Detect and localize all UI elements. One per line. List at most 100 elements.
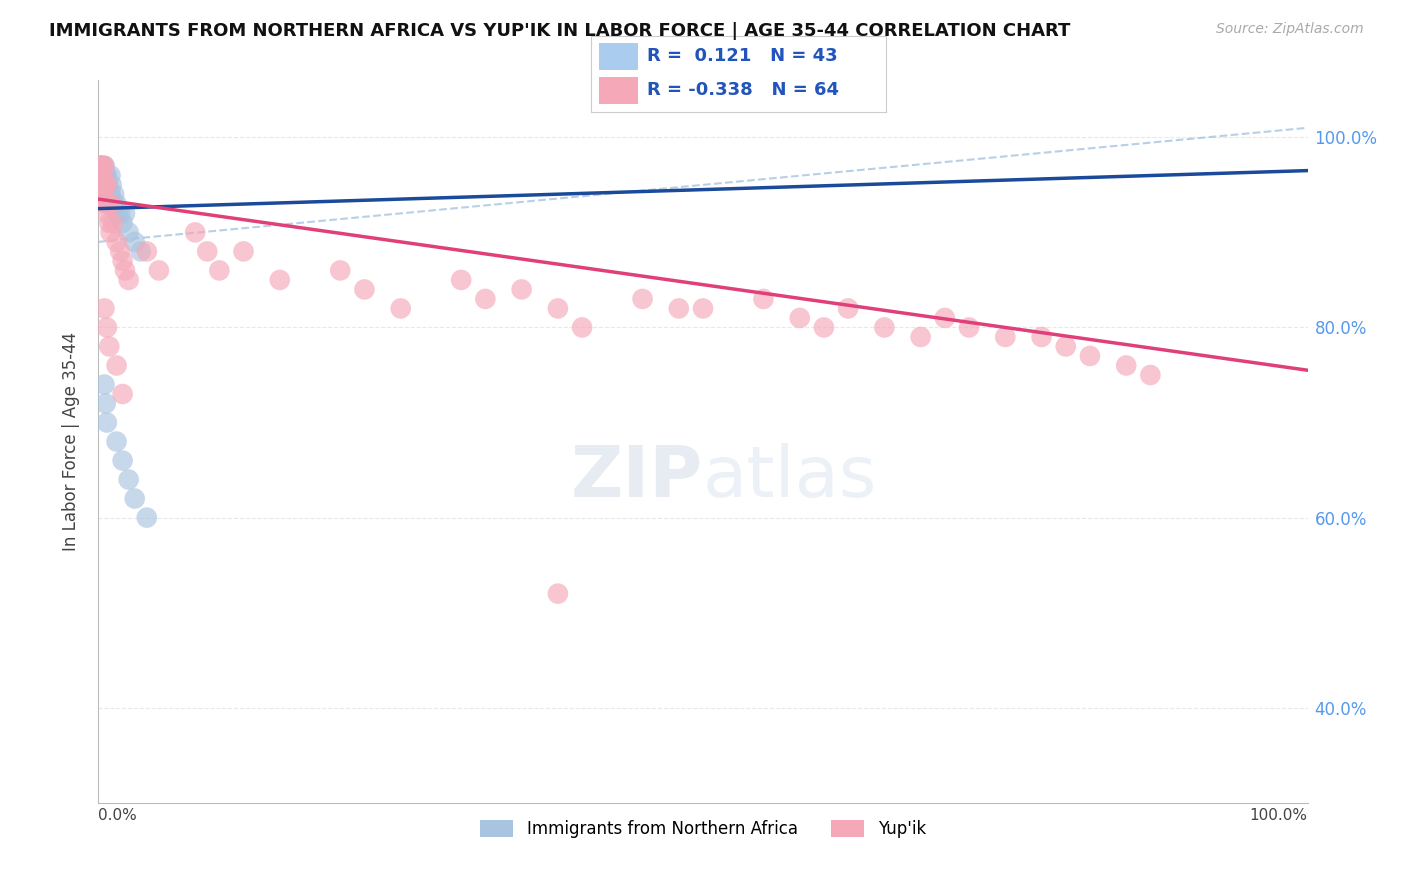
Point (94, 169, 117, 183)
Point (789, 310, 811, 325)
Point (111, 253, 134, 268)
Point (93, 178, 115, 192)
Point (114, 206, 136, 220)
Point (91, 159, 114, 173)
Point (232, 244, 254, 259)
Point (94, 197, 117, 211)
Point (1115, 359, 1137, 373)
Point (135, 510, 157, 524)
Point (93, 159, 115, 173)
Point (934, 310, 956, 325)
Point (89, 178, 111, 192)
Point (94, 178, 117, 192)
Point (91, 169, 114, 183)
Point (89, 159, 111, 173)
Point (118, 473, 141, 487)
Point (329, 263, 352, 277)
Point (98, 216, 121, 230)
Point (100, 178, 122, 192)
Point (111, 453, 134, 467)
Point (118, 226, 141, 240)
Point (269, 273, 291, 287)
Point (114, 263, 136, 277)
Point (124, 491, 146, 506)
Point (91, 187, 114, 202)
Point (547, 301, 569, 316)
Point (208, 263, 231, 277)
Point (98, 339, 121, 353)
Point (100, 226, 122, 240)
Point (547, 587, 569, 601)
Text: ZIP: ZIP (571, 443, 703, 512)
Point (105, 197, 128, 211)
Point (91, 187, 114, 202)
Point (91, 169, 114, 183)
Point (101, 197, 124, 211)
Point (994, 330, 1017, 344)
Point (474, 292, 496, 306)
Point (94, 396, 117, 410)
Point (118, 273, 141, 287)
Point (96, 416, 118, 430)
Y-axis label: In Labor Force | Age 35-44: In Labor Force | Age 35-44 (62, 332, 80, 551)
Point (90, 178, 112, 192)
Point (389, 301, 412, 316)
Point (752, 292, 775, 306)
Point (96, 206, 118, 220)
Point (90, 187, 112, 202)
Point (957, 320, 980, 334)
Point (692, 301, 714, 316)
Point (100, 187, 122, 202)
Point (1078, 349, 1101, 363)
Point (89, 178, 111, 192)
Point (98, 187, 121, 202)
Point (91, 169, 114, 183)
Text: atlas: atlas (703, 443, 877, 512)
Point (111, 387, 134, 401)
Point (89, 169, 111, 183)
Point (837, 301, 859, 316)
Point (129, 244, 152, 259)
Point (813, 320, 835, 334)
Point (91, 169, 114, 183)
Point (873, 320, 896, 334)
Point (90, 159, 112, 173)
Point (148, 263, 170, 277)
FancyBboxPatch shape (599, 43, 638, 70)
Point (1139, 368, 1161, 382)
Point (94, 187, 117, 202)
Point (107, 206, 129, 220)
Text: Source: ZipAtlas.com: Source: ZipAtlas.com (1216, 22, 1364, 37)
Point (89, 187, 111, 202)
Point (124, 235, 146, 249)
Point (450, 273, 472, 287)
Point (93, 159, 115, 173)
Point (96, 178, 118, 192)
Point (108, 206, 131, 220)
Point (105, 235, 128, 249)
Point (571, 320, 593, 334)
Point (103, 187, 125, 202)
Point (100, 169, 122, 183)
Point (111, 216, 134, 230)
Point (90, 178, 112, 192)
Point (100, 197, 122, 211)
Point (108, 244, 131, 259)
Text: R =  0.121   N = 43: R = 0.121 N = 43 (647, 47, 837, 65)
Point (91, 178, 114, 192)
Point (105, 434, 128, 449)
Point (184, 226, 207, 240)
Point (91, 187, 114, 202)
Text: 100.0%: 100.0% (1250, 807, 1308, 822)
Text: IMMIGRANTS FROM NORTHERN AFRICA VS YUP'IK IN LABOR FORCE | AGE 35-44 CORRELATION: IMMIGRANTS FROM NORTHERN AFRICA VS YUP'I… (49, 22, 1070, 40)
Point (97, 197, 120, 211)
Point (105, 359, 128, 373)
Point (97, 178, 120, 192)
Point (93, 377, 115, 392)
Point (89, 159, 111, 173)
FancyBboxPatch shape (599, 77, 638, 104)
Point (90, 159, 112, 173)
Point (96, 320, 118, 334)
Point (93, 169, 115, 183)
Point (195, 244, 218, 259)
